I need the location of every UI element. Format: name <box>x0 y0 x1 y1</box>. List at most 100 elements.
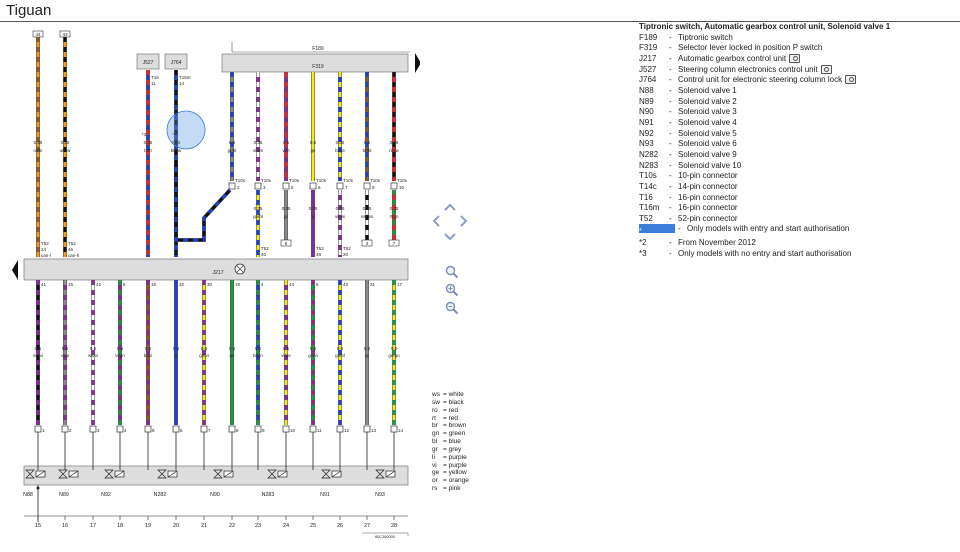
column-number: 19 <box>145 523 151 529</box>
wire-size: 0.5 <box>391 346 398 351</box>
pin-label: 11 <box>151 81 156 86</box>
column-number: 22 <box>229 523 235 529</box>
coil-slash <box>277 470 288 478</box>
color-key-item: bl = blue <box>432 438 469 446</box>
zoom-out-icon[interactable] <box>445 301 459 315</box>
pin-box <box>309 425 317 433</box>
legend-dash: - <box>669 64 672 74</box>
pin-box <box>116 425 124 433</box>
zoom-reset-icon[interactable] <box>445 265 459 279</box>
valve-symbol-icon <box>25 469 35 479</box>
pin-box <box>228 182 236 190</box>
legend-item: *3 - Only models with no entry and start a… <box>639 249 959 260</box>
connector-label: T10s <box>370 178 381 183</box>
valve-symbol-icon <box>375 469 385 479</box>
column-number: 25 <box>310 523 316 529</box>
pin-label: 3 <box>97 428 100 433</box>
color-name: green <box>448 430 466 438</box>
camera-icon[interactable] <box>845 75 857 85</box>
camera-icon[interactable] <box>820 64 832 74</box>
column-number: 21 <box>201 523 207 529</box>
page-title: Tiguan <box>6 2 52 19</box>
nav-up-icon[interactable] <box>442 199 458 215</box>
legend-code: T14c <box>639 181 657 191</box>
pin-label-alt: 7 <box>212 425 213 426</box>
color-name: orange <box>448 477 469 485</box>
legend-text: Solenoid valve 1 <box>678 85 737 95</box>
valve-symbol-icon <box>267 469 277 479</box>
pin-label: 48 <box>316 252 322 257</box>
color-abbr: ws <box>432 391 440 398</box>
pin-box <box>390 182 398 190</box>
wire-size: 0.35 <box>336 140 345 145</box>
pin-box <box>336 425 344 433</box>
pin-label-alt: 3 <box>101 425 102 426</box>
legend-code: F319 <box>639 43 658 53</box>
pin-box <box>282 425 290 433</box>
legend-item: T10s -10-pin connector <box>639 171 959 182</box>
color-equals: = <box>443 438 449 446</box>
legend-dash: - <box>669 248 672 258</box>
color-key-item: ws = white <box>432 391 469 399</box>
legend-code: N91 <box>639 117 654 127</box>
highlight-swatch <box>639 224 675 234</box>
pin-box <box>363 182 371 190</box>
legend-code: N90 <box>639 107 654 117</box>
color-equals: = <box>443 461 449 469</box>
column-number: 24 <box>283 523 289 529</box>
legend-item: N90 - Solenoid valve 3 <box>639 107 959 118</box>
color-key-item: li = purple <box>432 454 469 462</box>
color-abbr: or <box>432 477 438 485</box>
module-arrow-right <box>415 53 420 73</box>
color-key-item: gr = grey <box>432 446 469 454</box>
wire-size: 0.5 <box>35 346 42 351</box>
legend-dash: - <box>678 224 681 234</box>
color-name: white <box>448 391 464 398</box>
nav-left-icon[interactable] <box>428 213 444 229</box>
legend-item: J764 - Control unit for electronic steerin… <box>639 75 959 86</box>
pin-label: 43 <box>343 282 349 287</box>
pin-label: 31 <box>370 282 376 287</box>
color-key-item: ro = red <box>432 407 469 415</box>
junction-dot <box>36 486 40 490</box>
color-name: brown <box>448 422 467 430</box>
nav-down-icon[interactable] <box>442 229 458 245</box>
pin-label: 17 <box>397 282 403 287</box>
wire-size: 0.35 <box>172 140 181 145</box>
footnote-marker: *3 <box>142 132 147 137</box>
legend-text: Solenoid valve 10 <box>678 160 742 170</box>
color-abbr: rs <box>432 485 438 493</box>
wire-size: 0.5 <box>145 346 152 351</box>
pin-label: 14 <box>179 81 185 86</box>
connector-label: T10s <box>261 178 272 183</box>
coil-slash <box>331 470 342 478</box>
pin-box <box>34 425 42 433</box>
legend-text: 52-pin connector <box>678 213 738 223</box>
legend-code: *2 <box>639 238 647 248</box>
color-key-item: rs = pink <box>432 485 469 493</box>
legend-text: Solenoid valve 4 <box>678 117 737 127</box>
legend-text: Tiptronic switch <box>678 32 733 42</box>
terminal-box <box>388 239 400 247</box>
legend-text: From November 2012 <box>678 238 756 248</box>
color-name: black <box>448 398 464 406</box>
color-key-item: sw = black <box>432 399 469 407</box>
legend-item: N283- Solenoid valve 10 <box>639 161 959 172</box>
zoom-in-icon[interactable] <box>445 283 459 297</box>
legend-dash: - <box>669 203 672 213</box>
legend-dash: - <box>669 43 672 53</box>
wire-color: or/br <box>33 148 43 153</box>
legend-item: N88 - Solenoid valve 1 <box>639 86 959 97</box>
ground-cross <box>236 265 244 273</box>
footnote-marker: * <box>172 132 174 137</box>
color-equals: = <box>443 422 449 430</box>
legend-item: N93 - Solenoid valve 6 <box>639 139 959 150</box>
wire-size: 0.5 <box>173 346 180 351</box>
nav-right-icon[interactable] <box>456 213 472 229</box>
legend-text: Solenoid valve 5 <box>678 128 737 138</box>
pin-label: 15 <box>68 282 74 287</box>
wire-size: 0.35 <box>254 206 263 211</box>
wire-color: ge/bl <box>335 353 345 358</box>
color-abbr: rt <box>432 414 436 422</box>
camera-icon[interactable] <box>789 53 801 63</box>
